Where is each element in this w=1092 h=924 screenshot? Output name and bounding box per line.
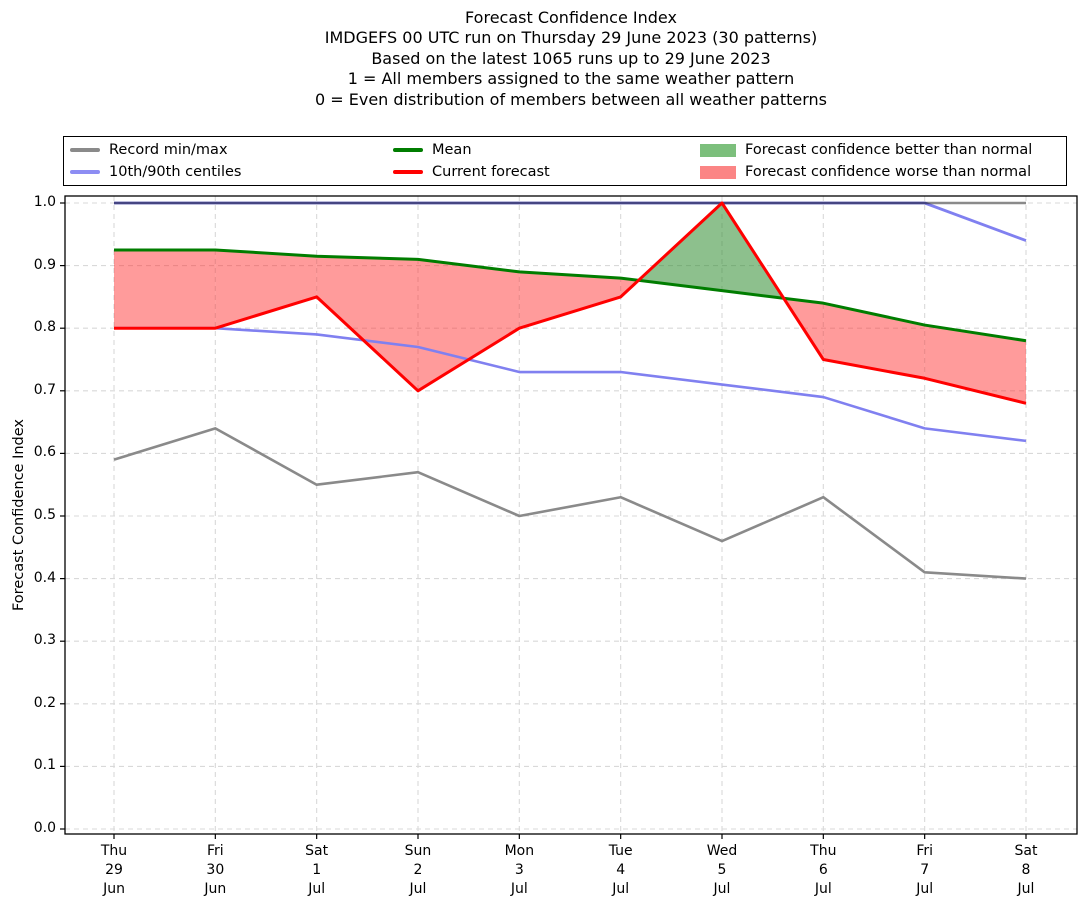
confidence-bands [114,203,1026,404]
series-record-min [113,427,1027,580]
y-tick-label: 1.0 [33,194,56,210]
legend-column: Mean Current forecast [393,139,550,183]
x-tick-line: Jul [814,881,832,897]
x-tick-line: Jul [308,881,326,897]
x-tick-label: Thu 29 Jun [79,842,149,899]
legend-column: Record min/max 10th/90th centiles [70,139,241,183]
y-tick-label: 0.9 [33,256,56,273]
chart-subtitle-2: Based on the latest 1065 runs up to 29 J… [371,48,771,68]
y-tick-label: 0.8 [33,319,56,336]
legend-swatch-line [393,170,423,174]
x-tick-line: Jul [409,881,427,897]
series-mean [114,248,1027,343]
legend-swatch-line [70,170,100,174]
legend-label: Mean [432,142,472,158]
x-tick-line: Jun [204,881,227,897]
legend-item: Forecast confidence worse than normal [700,161,1032,183]
x-tick-line: 1 [312,862,322,878]
legend-item: Forecast confidence better than normal [700,139,1032,161]
x-tick-line: Jun [103,881,125,897]
x-tick-label: Fri 30 Jun [180,842,250,899]
x-tick-line: Wed [706,843,738,859]
legend-swatch-patch [700,143,736,157]
band-worse [823,303,925,379]
x-tick-label: Mon 3 Jul [484,842,554,899]
x-tick-line: 8 [1021,862,1031,878]
x-tick-line: 30 [206,862,225,878]
x-tick-line: 3 [514,862,524,878]
series-90th-centile [114,201,1027,242]
y-tick-label: 0.5 [33,507,56,523]
axis-ticks [60,202,1027,839]
legend-item: 10th/90th centiles [70,161,241,183]
x-tick-label: Sat 8 Jul [991,842,1061,899]
x-tick-line: 29 [105,862,123,878]
x-tick-line: Sat [1014,843,1038,859]
legend: Record min/max 10th/90th centiles Mean Curr… [63,136,1067,186]
legend-column: Forecast confidence better than normal Fo… [700,139,1032,183]
x-tick-line: Fri [206,843,224,859]
y-tick-label: 0.7 [33,381,56,398]
legend-label: Forecast confidence better than normal [745,142,1033,158]
chart-subtitle-1: IMDGEFS 00 UTC run on Thursday 29 June 2… [324,28,818,48]
chart-subtitle-3: 1 = All members assigned to the same wea… [347,69,795,89]
band-worse [114,249,216,329]
x-tick-line: Jul [510,881,528,897]
x-tick-line: 2 [413,862,423,878]
legend-item: Current forecast [393,161,550,183]
y-tick-label: 0.4 [33,569,56,586]
x-tick-line: 7 [920,862,930,878]
y-tick-label: 0.3 [33,632,56,649]
legend-label: Current forecast [432,164,550,180]
x-tick-label: Sat 1 Jul [282,842,352,899]
x-tick-line: 6 [818,862,828,878]
band-better [638,203,722,291]
x-tick-line: Tue [608,843,633,859]
legend-item: Mean [393,139,550,161]
series-10th-centile [114,326,1027,443]
x-tick-line: Jul [916,881,934,897]
chart-title: Forecast Confidence Index [465,8,677,27]
band-worse [215,249,317,329]
legend-swatch-line [393,148,423,152]
x-tick-line: Jul [612,881,630,897]
x-tick-line: Fri [916,843,933,859]
y-tick-label: 0.2 [33,694,56,711]
x-tick-line: Sat [305,843,329,859]
y-tick-label: 0.6 [33,444,56,461]
y-tick-label: 0.0 [33,820,56,836]
x-tick-label: Fri 7 Jul [890,842,960,899]
legend-label: 10th/90th centiles [109,164,242,180]
chart-subtitle-4: 0 = Even distribution of members between… [314,89,828,109]
x-tick-line: Thu [810,843,837,859]
x-tick-line: Jul [713,881,731,897]
legend-swatch-patch [700,165,736,179]
x-tick-label: Tue 4 Jul [586,842,656,899]
x-tick-line: Jul [1017,881,1035,897]
x-tick-line: Sun [404,843,432,859]
band-worse [519,271,621,329]
x-tick-line: 4 [616,862,626,878]
legend-swatch-line [70,148,100,152]
x-tick-line: 5 [717,862,727,878]
x-tick-label: Sun 2 Jul [383,842,453,899]
x-tick-line: Mon [504,843,535,859]
x-tick-line: Thu [100,843,128,859]
legend-label: Forecast confidence worse than normal [745,164,1032,180]
axes-frame [64,195,1078,835]
legend-label: Record min/max [109,142,228,158]
x-tick-label: Wed 5 Jul [687,842,757,899]
band-worse [316,256,418,391]
y-tick-label: 0.1 [33,757,56,774]
legend-item: Record min/max [70,139,241,161]
chart-title-block: Forecast Confidence Index IMDGEFS 00 UTC… [65,8,1077,110]
band-worse [417,259,520,391]
x-tick-label: Thu 6 Jul [788,842,858,899]
series-current-forecast [114,201,1027,405]
